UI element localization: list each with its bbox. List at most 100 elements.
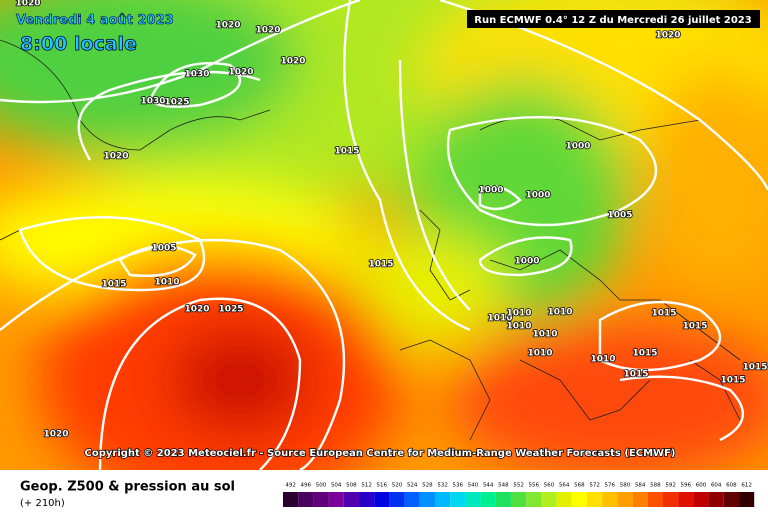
legend-swatch <box>389 492 405 507</box>
legend-label: 528 <box>422 483 433 489</box>
legend-swatch <box>359 492 375 507</box>
isobar-label: 1015 <box>682 322 707 332</box>
isobar-label: 1025 <box>164 98 189 108</box>
legend-label: 496 <box>301 483 312 489</box>
legend-label: 508 <box>346 483 357 489</box>
legend-swatch <box>450 492 466 507</box>
isobar-label: 1010 <box>532 330 557 340</box>
forecast-date: Vendredi 4 août 2023 <box>16 13 174 28</box>
legend-label: 588 <box>650 483 661 489</box>
isobar-label: 1005 <box>151 244 176 254</box>
legend-label: 592 <box>665 483 676 489</box>
legend-label: 600 <box>696 483 707 489</box>
isobar-label: 1010 <box>547 308 572 318</box>
isobar-label: 1020 <box>43 430 68 440</box>
legend-label: 568 <box>574 483 585 489</box>
forecast-time: 8:00 locale <box>20 33 137 55</box>
legend-swatch <box>526 492 542 507</box>
isobar-label: 1010 <box>487 314 512 324</box>
isobar-label: 1015 <box>651 309 676 319</box>
legend-swatch <box>632 492 648 507</box>
legend-swatch <box>435 492 451 507</box>
isobar-label: 1000 <box>514 257 539 267</box>
legend-swatch <box>602 492 618 507</box>
copyright: Copyright © 2023 Meteociel.fr - Source E… <box>85 448 676 459</box>
legend-label: 516 <box>377 483 388 489</box>
legend-swatch <box>541 492 557 507</box>
isobar-label: 1025 <box>218 305 243 315</box>
isobar-label: 1020 <box>228 68 253 78</box>
isobar-label: 1010 <box>154 278 179 288</box>
legend-label: 492 <box>285 483 296 489</box>
legend-swatch <box>663 492 679 507</box>
isobar-label: 1000 <box>565 142 590 152</box>
legend-label: 564 <box>559 483 570 489</box>
legend-label: 560 <box>544 483 555 489</box>
legend-swatch <box>480 492 496 507</box>
isobar-label: 1000 <box>478 186 503 196</box>
legend-swatch <box>419 492 435 507</box>
legend-swatch <box>708 492 724 507</box>
legend-swatch <box>693 492 709 507</box>
isobar-label: 1000 <box>525 191 550 201</box>
legend-swatch <box>647 492 663 507</box>
isobar-label: 1015 <box>101 280 126 290</box>
legend-swatch <box>723 492 739 507</box>
legend-label: 532 <box>437 483 448 489</box>
legend-label: 596 <box>681 483 692 489</box>
legend-label: 500 <box>316 483 327 489</box>
legend-label: 548 <box>498 483 509 489</box>
isobar-label: 1010 <box>527 349 552 359</box>
legend-swatch <box>298 492 314 507</box>
legend-label: 604 <box>711 483 722 489</box>
isobar-label: 1030 <box>140 97 165 107</box>
legend-swatch <box>313 492 329 507</box>
isobar-label: 1005 <box>607 211 632 221</box>
legend-label: 524 <box>407 483 418 489</box>
isobar-label: 1020 <box>215 21 240 31</box>
legend-label: 504 <box>331 483 342 489</box>
legend-label: 536 <box>453 483 464 489</box>
legend-label: 584 <box>635 483 646 489</box>
isobar-label: 1015 <box>720 376 745 386</box>
legend-swatch <box>404 492 420 507</box>
legend: 492 496 500 504 508 512 516 520 524 528 532 536 540 5… <box>283 483 755 507</box>
footer-title: Geop. Z500 & pression au sol <box>20 480 235 495</box>
isobar-label: 1010 <box>590 355 615 365</box>
legend-label: 576 <box>605 483 616 489</box>
legend-swatch <box>283 492 299 507</box>
legend-swatch <box>511 492 527 507</box>
legend-swatch <box>571 492 587 507</box>
run-info: Run ECMWF 0.4° 12 Z du Mercredi 26 juill… <box>474 15 751 26</box>
legend-label: 540 <box>468 483 479 489</box>
isobar-label: 1015 <box>334 147 359 157</box>
isobar-label: 1020 <box>255 26 280 36</box>
isobar-label: 1020 <box>184 305 209 315</box>
legend-label: 544 <box>483 483 494 489</box>
isobar-label: 1010 <box>506 322 531 332</box>
legend-swatch <box>374 492 390 507</box>
legend-swatch <box>343 492 359 507</box>
footer-lead: (+ 210h) <box>20 498 65 509</box>
legend-swatch <box>556 492 572 507</box>
isobar-label: 1010 <box>506 309 531 319</box>
isobar-label: 1020 <box>15 0 40 9</box>
isobar-label: 1020 <box>280 57 305 67</box>
legend-swatch <box>678 492 694 507</box>
isobar-label: 1015 <box>623 370 648 380</box>
legend-swatch <box>587 492 603 507</box>
isobar-label: 1020 <box>103 152 128 162</box>
legend-swatch <box>495 492 511 507</box>
legend-swatch <box>328 492 344 507</box>
legend-label: 572 <box>589 483 600 489</box>
run-box <box>467 10 760 28</box>
legend-label: 580 <box>620 483 631 489</box>
legend-label: 552 <box>513 483 524 489</box>
isobar-label: 1015 <box>742 363 767 373</box>
legend-swatch <box>739 492 755 507</box>
isobar-label: 1030 <box>184 70 209 80</box>
legend-swatch <box>617 492 633 507</box>
